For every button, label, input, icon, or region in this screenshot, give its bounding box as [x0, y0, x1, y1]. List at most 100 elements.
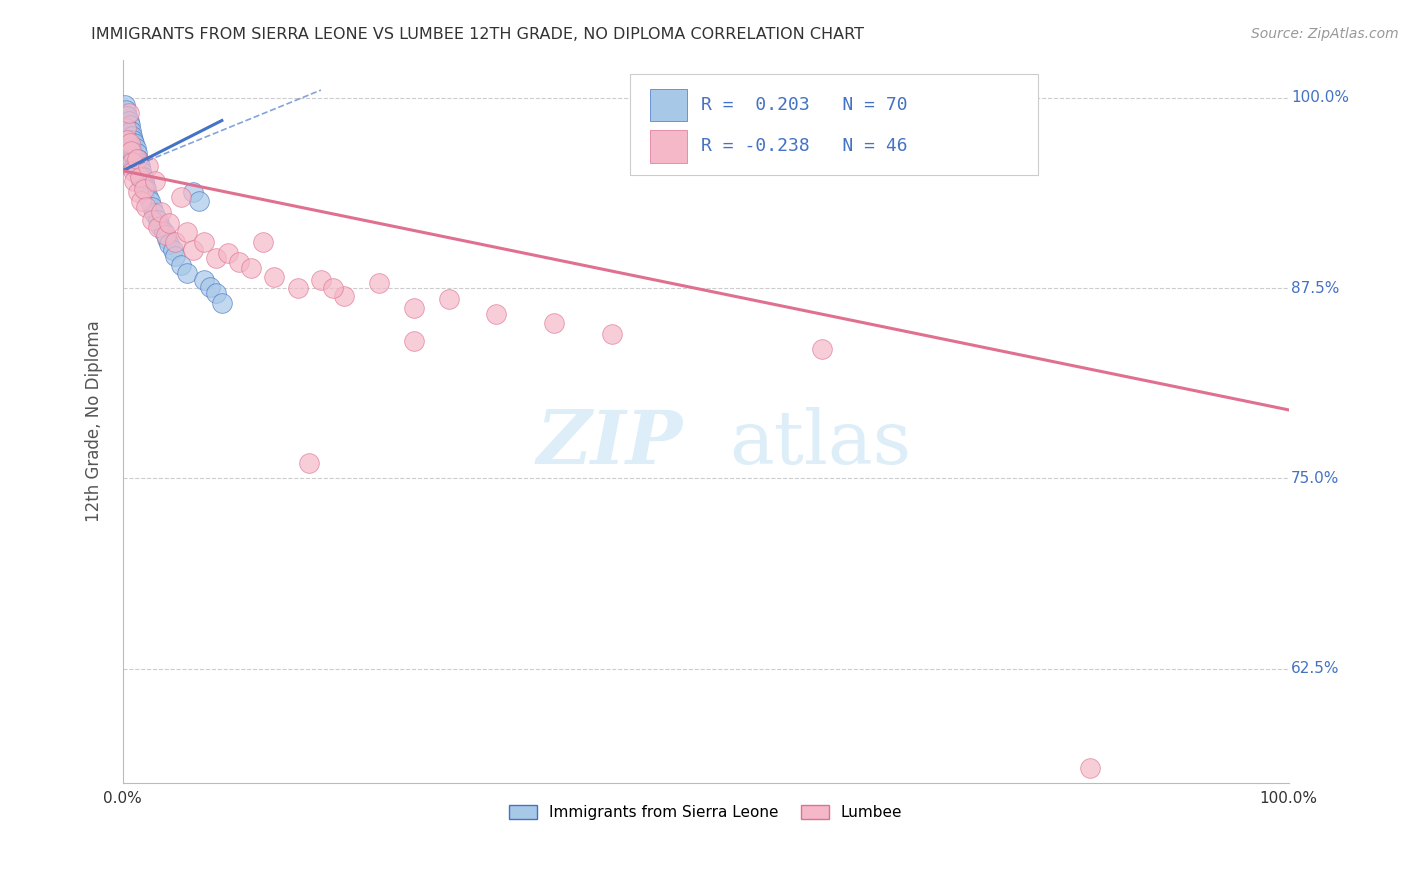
Point: [165, 249, 187, 263]
Point: [124, 159, 146, 173]
Point: [131, 194, 153, 209]
Point: [117, 143, 139, 157]
Point: [129, 159, 152, 173]
Bar: [650, 130, 688, 162]
Point: [404, 334, 426, 349]
Point: [124, 136, 146, 151]
Point: [228, 255, 250, 269]
Point: [1080, 761, 1102, 775]
Point: [138, 189, 160, 203]
Legend: Immigrants from Sierra Leone, Lumbee: Immigrants from Sierra Leone, Lumbee: [503, 798, 908, 826]
Point: [146, 212, 169, 227]
Point: [117, 109, 139, 123]
Point: [115, 121, 138, 136]
Point: [118, 139, 141, 153]
Point: [121, 139, 143, 153]
Point: [145, 174, 167, 188]
Point: [181, 185, 204, 199]
FancyBboxPatch shape: [630, 74, 1038, 176]
Point: [124, 148, 146, 162]
Point: [118, 152, 141, 166]
Text: IMMIGRANTS FROM SIERRA LEONE VS LUMBEE 12TH GRADE, NO DIPLOMA CORRELATION CHART: IMMIGRANTS FROM SIERRA LEONE VS LUMBEE 1…: [91, 27, 865, 42]
Point: [117, 113, 139, 128]
Text: atlas: atlas: [728, 407, 911, 480]
Bar: [650, 89, 688, 121]
Point: [298, 456, 321, 470]
Text: 62.5%: 62.5%: [1291, 661, 1340, 676]
Text: 87.5%: 87.5%: [1291, 281, 1340, 295]
Point: [309, 273, 332, 287]
Point: [120, 144, 142, 158]
Point: [117, 147, 139, 161]
Point: [120, 135, 142, 149]
Point: [129, 169, 152, 184]
Point: [120, 156, 142, 170]
Point: [127, 185, 149, 199]
Point: [141, 212, 163, 227]
Point: [117, 133, 139, 147]
Point: [117, 136, 139, 151]
Point: [117, 106, 139, 120]
Point: [114, 136, 136, 151]
Text: R = -0.238   N = 46: R = -0.238 N = 46: [702, 137, 908, 155]
Point: [162, 243, 184, 257]
Point: [114, 128, 136, 143]
Point: [263, 270, 285, 285]
Point: [120, 124, 142, 138]
Point: [124, 141, 146, 155]
Point: [149, 219, 172, 233]
Point: [131, 169, 153, 184]
Point: [146, 220, 169, 235]
Point: [118, 136, 141, 151]
Point: [127, 152, 149, 166]
Point: [138, 194, 160, 209]
Point: [543, 316, 565, 330]
Point: [152, 225, 174, 239]
Point: [485, 307, 508, 321]
Point: [118, 118, 141, 132]
Point: [124, 174, 146, 188]
Point: [333, 288, 356, 302]
Point: [127, 163, 149, 178]
Point: [117, 124, 139, 138]
Point: [118, 128, 141, 143]
Point: [125, 145, 148, 160]
Point: [114, 121, 136, 136]
Point: [121, 152, 143, 166]
Point: [135, 200, 157, 214]
Point: [150, 205, 173, 219]
Point: [157, 216, 180, 230]
Point: [117, 158, 139, 172]
Point: [287, 281, 309, 295]
Point: [112, 113, 135, 128]
Point: [115, 133, 138, 147]
Point: [129, 171, 152, 186]
Point: [122, 163, 145, 178]
Point: [811, 342, 834, 356]
Point: [252, 235, 274, 250]
Text: R =  0.203   N = 70: R = 0.203 N = 70: [702, 96, 908, 114]
Point: [115, 103, 138, 117]
Point: [602, 326, 624, 341]
Point: [165, 235, 187, 250]
Point: [155, 227, 177, 242]
Point: [193, 235, 215, 250]
Point: [120, 145, 142, 160]
Point: [114, 98, 136, 112]
Point: [143, 206, 166, 220]
Point: [198, 279, 221, 293]
Point: [187, 194, 209, 209]
Point: [437, 292, 460, 306]
Point: [117, 132, 139, 146]
Text: 100.0%: 100.0%: [1291, 90, 1348, 105]
Point: [132, 182, 155, 196]
Text: 75.0%: 75.0%: [1291, 471, 1340, 486]
Point: [205, 285, 228, 300]
Point: [121, 128, 143, 143]
Y-axis label: 12th Grade, No Diploma: 12th Grade, No Diploma: [86, 320, 103, 522]
Point: [125, 158, 148, 172]
Point: [176, 225, 198, 239]
Point: [117, 121, 139, 136]
Point: [125, 152, 148, 166]
Point: [115, 113, 138, 128]
